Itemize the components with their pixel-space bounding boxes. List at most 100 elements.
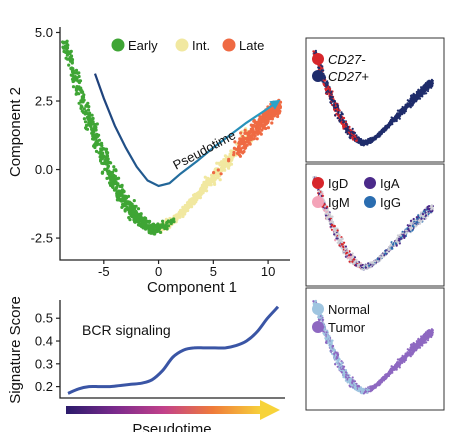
cell-point (219, 172, 223, 176)
cell-point (230, 151, 234, 155)
cell-point (274, 111, 278, 115)
cell-point (167, 224, 171, 228)
cell-point (386, 126, 389, 129)
cell-point (323, 84, 326, 87)
cell-point (195, 195, 199, 200)
cell-point (357, 263, 360, 266)
cell-point (126, 202, 130, 206)
cell-point (354, 260, 357, 263)
cell-point (312, 176, 315, 179)
cell-point (189, 202, 194, 206)
legend-label-igm: IgM (328, 195, 350, 210)
cell-point (158, 230, 163, 234)
cell-point (417, 338, 420, 341)
cell-point (217, 161, 221, 165)
cell-point (420, 92, 423, 95)
cell-point (426, 82, 430, 85)
cell-point (144, 216, 148, 220)
cell-point (387, 248, 390, 252)
cell-point (198, 191, 202, 196)
cell-point (427, 80, 430, 83)
cell-point (215, 161, 219, 165)
cell-point (328, 213, 331, 216)
cell-point (373, 135, 377, 139)
cell-point (80, 109, 84, 113)
cell-point (111, 174, 115, 178)
cell-point (343, 241, 346, 244)
cell-point (161, 219, 165, 223)
trajectory-arrowhead (269, 99, 281, 110)
cell-point (337, 114, 340, 117)
cell-point (312, 50, 315, 53)
cell-point (235, 151, 240, 155)
cell-point (220, 162, 224, 166)
cell-point (349, 129, 352, 132)
cell-point (211, 176, 215, 180)
cell-point (356, 261, 359, 264)
cell-point (71, 85, 76, 89)
cell-point (420, 211, 423, 214)
cell-point (426, 215, 430, 218)
cell-point (181, 205, 185, 209)
cell-point (149, 228, 153, 233)
legend-marker-cd27-neg (312, 53, 324, 65)
cell-point (209, 183, 213, 187)
cell-point (103, 158, 107, 163)
cell-point (65, 39, 69, 43)
cell-point (318, 192, 321, 195)
cell-point (241, 141, 245, 145)
cell-point (67, 63, 71, 67)
cd27-points (312, 49, 434, 147)
cell-point (254, 124, 258, 128)
cell-point (317, 190, 320, 193)
cell-point (328, 87, 331, 90)
cell-point (422, 85, 426, 88)
cell-point (67, 51, 72, 56)
cell-point (203, 186, 207, 190)
main-x-axis-label: Component 1 (147, 279, 237, 296)
cell-point (75, 71, 79, 75)
cell-point (162, 224, 166, 228)
cell-point (79, 99, 83, 103)
main-x-ticks: -5 0 5 10 (98, 260, 275, 279)
main-y-axis-label: Component 2 (7, 87, 24, 177)
cell-point (256, 132, 260, 136)
cell-point (336, 241, 339, 244)
legend-marker-igm (312, 196, 324, 208)
cell-point (422, 91, 426, 94)
cell-point (337, 239, 340, 242)
signature-y-tick-label: 0.5 (35, 311, 53, 326)
cell-point (112, 188, 117, 192)
cell-point (403, 112, 406, 115)
cell-point (330, 99, 333, 102)
cell-point (404, 232, 407, 235)
legend-label-iga: IgA (380, 176, 400, 191)
cell-point (247, 130, 251, 134)
cell-point (351, 136, 354, 139)
cell-point (424, 89, 428, 92)
legend-label-cd27-pos: CD27+ (328, 69, 369, 84)
signature-axes (59, 300, 285, 399)
cell-point (266, 119, 270, 123)
cell-point (430, 78, 433, 81)
cell-point (136, 207, 141, 211)
cell-point (395, 238, 398, 241)
cell-point (241, 146, 245, 150)
isotype-panel: IgD IgA IgM IgG (305, 163, 445, 287)
cell-point (98, 142, 102, 146)
cell-point (351, 127, 354, 130)
cell-point (242, 149, 246, 154)
cell-point (338, 244, 341, 247)
cd27-panel-frame (305, 37, 445, 163)
cell-point (238, 149, 242, 153)
cell-point (376, 133, 379, 136)
cell-point (372, 261, 375, 264)
cell-point (233, 140, 237, 144)
cell-point (378, 131, 381, 134)
cell-point (340, 247, 343, 250)
cell-point (120, 198, 125, 202)
cell-point (354, 135, 357, 138)
cell-point (97, 138, 101, 142)
cell-point (83, 120, 88, 124)
cell-point (323, 209, 326, 212)
